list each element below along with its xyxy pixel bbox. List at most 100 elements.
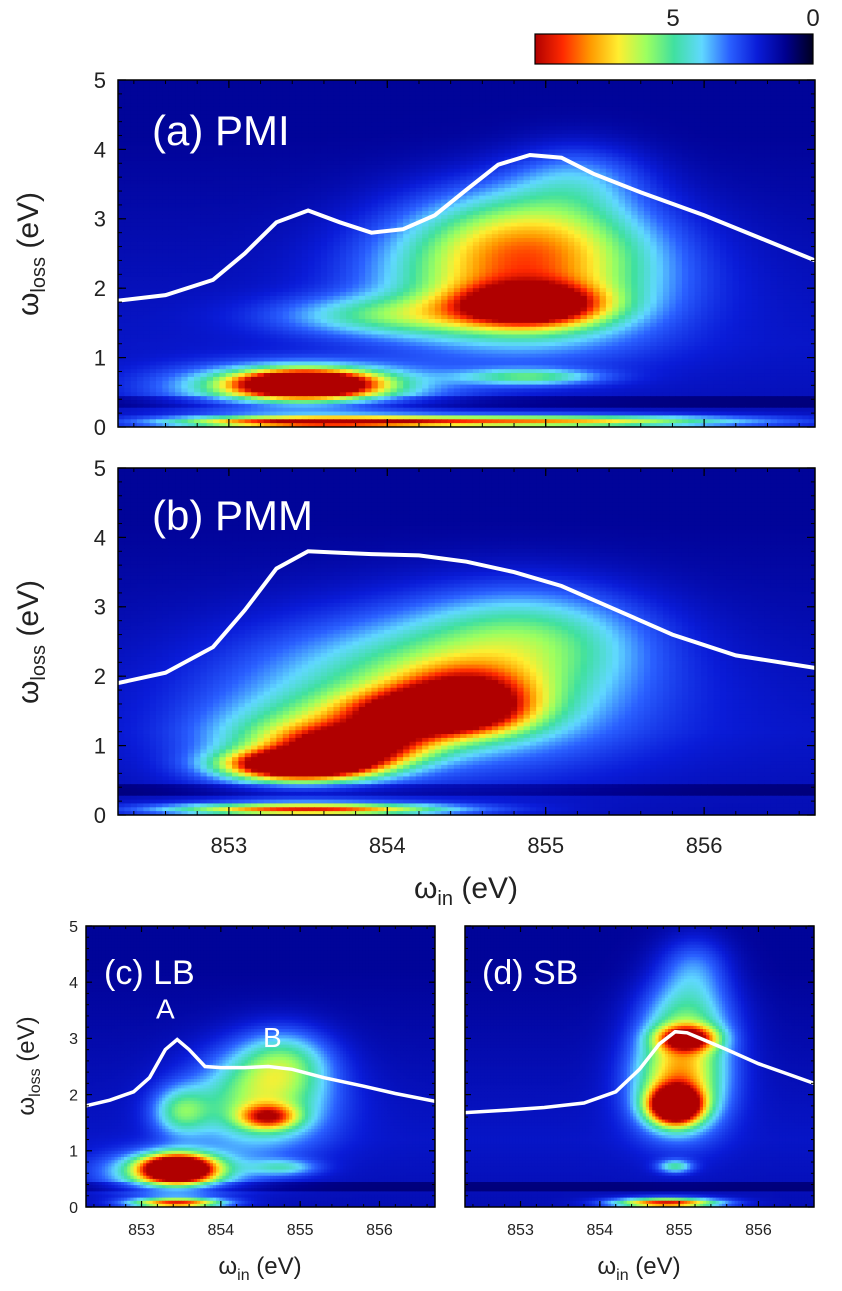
heatmap-cell <box>371 184 379 189</box>
heatmap-cell <box>403 157 411 162</box>
heatmap-cell <box>681 149 689 154</box>
heatmap-cell <box>447 195 455 201</box>
heatmap-cell <box>422 195 430 201</box>
heatmap-cell <box>358 195 366 201</box>
heatmap-cell <box>707 218 715 224</box>
heatmap-cell <box>333 153 341 158</box>
heatmap-cell <box>498 234 506 239</box>
heatmap-cell <box>688 199 696 204</box>
heatmap-cell <box>219 106 227 112</box>
heatmap-cell <box>574 83 582 89</box>
heatmap-cell <box>390 249 398 255</box>
heatmap-cell <box>390 145 398 150</box>
heatmap-cell <box>149 126 157 131</box>
heatmap-cell <box>409 149 417 154</box>
heatmap-cell <box>694 99 702 104</box>
heatmap-cell <box>181 241 189 247</box>
heatmap-cell <box>130 149 138 154</box>
heatmap-cell <box>498 164 506 170</box>
heatmap-cell <box>612 91 620 97</box>
heatmap-cell <box>352 153 360 158</box>
heatmap-cell <box>802 114 810 120</box>
heatmap-cell <box>219 203 227 208</box>
heatmap-cell <box>770 191 778 197</box>
heatmap-cell <box>156 203 163 208</box>
heatmap-cell <box>681 157 689 162</box>
heatmap-cell <box>238 118 246 124</box>
heatmap-cell <box>732 114 740 120</box>
heatmap-cell <box>713 234 721 239</box>
heatmap-cell <box>536 211 544 216</box>
heatmap-cell <box>308 249 316 255</box>
heatmap-cell <box>757 241 765 247</box>
heatmap-cell <box>149 141 157 147</box>
heatmap-cell <box>688 122 696 127</box>
heatmap-cell <box>567 164 575 170</box>
heatmap-cell <box>662 130 670 135</box>
heatmap-cell <box>422 103 430 108</box>
heatmap-cell <box>441 241 449 247</box>
heatmap-cell <box>308 222 316 228</box>
heatmap-cell <box>149 207 157 212</box>
heatmap-cell <box>479 103 487 108</box>
heatmap-cell <box>365 103 373 108</box>
heatmap-cell <box>802 164 810 170</box>
heatmap-cell <box>434 114 442 120</box>
heatmap-cell <box>770 80 778 85</box>
heatmap-cell <box>789 110 797 116</box>
heatmap-cell <box>257 195 265 201</box>
heatmap-cell <box>396 230 404 235</box>
heatmap-cell <box>314 164 322 170</box>
heatmap-cell <box>270 226 278 231</box>
heatmap-cell <box>498 168 506 174</box>
heatmap-cell <box>257 249 265 255</box>
heatmap-cell <box>232 133 239 139</box>
heatmap-cell <box>707 187 715 193</box>
heatmap-cell <box>751 145 759 150</box>
heatmap-cell <box>200 126 208 131</box>
heatmap-cell <box>504 110 512 116</box>
heatmap-cell <box>650 118 658 124</box>
heatmap-cell <box>523 157 531 162</box>
heatmap-cell <box>612 141 620 147</box>
heatmap-cell <box>776 222 784 228</box>
heatmap-cell <box>365 126 373 131</box>
heatmap-cell <box>453 226 461 231</box>
heatmap-cell <box>263 122 271 127</box>
heatmap-cell <box>137 253 144 258</box>
heatmap-cell <box>409 141 417 147</box>
heatmap-cell <box>276 168 284 174</box>
heatmap-cell <box>308 176 316 181</box>
heatmap-cell <box>358 91 366 97</box>
heatmap-cell <box>352 214 360 220</box>
heatmap-cell <box>333 110 341 116</box>
heatmap-cell <box>751 222 759 228</box>
heatmap-cell <box>301 133 309 139</box>
heatmap-cell <box>428 80 436 85</box>
heatmap-cell <box>384 164 392 170</box>
heatmap-cell <box>314 106 322 112</box>
heatmap-cell <box>213 180 220 185</box>
heatmap-cell <box>270 245 278 251</box>
heatmap-cell <box>675 180 683 185</box>
heatmap-cell <box>130 191 138 197</box>
heatmap-cell <box>130 238 138 243</box>
heatmap-cell <box>776 114 784 120</box>
heatmap-cell <box>536 149 544 154</box>
heatmap-cell <box>675 95 683 100</box>
heatmap-cell <box>415 160 423 166</box>
heatmap-cell <box>232 126 239 131</box>
heatmap-cell <box>498 133 506 139</box>
heatmap-cell <box>415 141 423 147</box>
heatmap-cell <box>244 122 252 127</box>
heatmap-cell <box>789 218 797 224</box>
heatmap-cell <box>251 153 258 158</box>
heatmap-cell <box>529 226 537 231</box>
heatmap-cell <box>441 133 449 139</box>
heatmap-cell <box>358 211 366 216</box>
heatmap-cell <box>795 226 803 231</box>
heatmap-cell <box>422 191 430 197</box>
heatmap-cell <box>403 203 411 208</box>
heatmap-cell <box>700 241 708 247</box>
heatmap-cell <box>371 241 379 247</box>
